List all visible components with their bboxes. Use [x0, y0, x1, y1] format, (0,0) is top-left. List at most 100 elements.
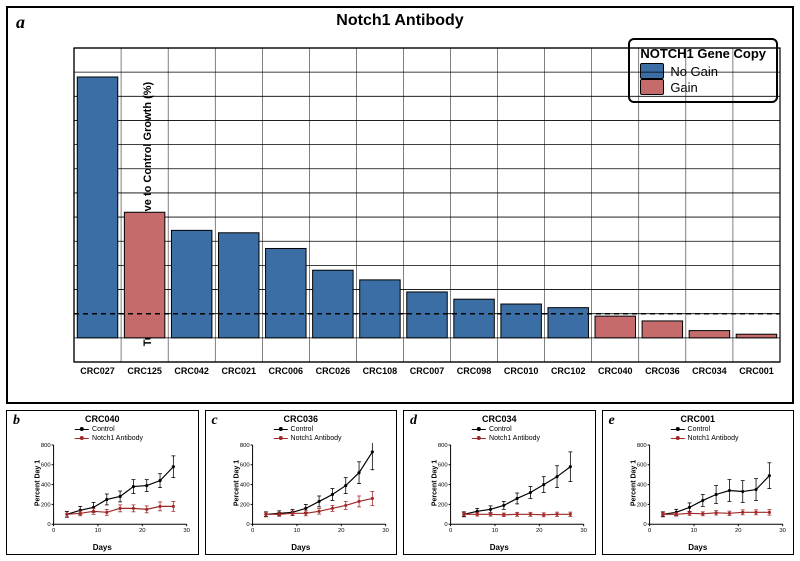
legend-control: Control	[472, 425, 540, 434]
subplot-svg: 0 200 400 600 800 0 10 20 30	[434, 443, 589, 534]
bar-CRC001	[736, 334, 776, 338]
bar-CRC010	[501, 304, 541, 338]
svg-text:20: 20	[536, 528, 543, 534]
svg-text:CRC108: CRC108	[363, 366, 398, 376]
svg-text:400: 400	[239, 483, 250, 489]
bar-CRC102	[548, 308, 588, 338]
svg-text:200: 200	[438, 502, 449, 508]
svg-text:CRC001: CRC001	[739, 366, 774, 376]
bar-CRC108	[360, 280, 400, 338]
subplot-legend: Control Notch1 Antibody	[75, 425, 143, 443]
panel-c: c CRC036 Control Notch1 Antibody Percent…	[205, 410, 398, 555]
subplot-svg: 02004006008000102030	[633, 443, 788, 534]
subplot-xlabel: Days	[93, 543, 112, 552]
bar-CRC042	[171, 230, 211, 337]
svg-text:10: 10	[492, 528, 499, 534]
svg-text:CRC007: CRC007	[410, 366, 445, 376]
legend-control: Control	[75, 425, 143, 434]
svg-text:10: 10	[293, 528, 300, 534]
bar-CRC007	[407, 292, 447, 338]
subplot-legend: Control Notch1 Antibody	[671, 425, 739, 443]
svg-text:20: 20	[139, 528, 146, 534]
figure: a Notch1 Antibody NOTCH1 Gene Copy No Ga…	[0, 0, 800, 561]
subplot-plot-area: 02004006008000102030	[633, 443, 788, 534]
svg-text:CRC042: CRC042	[174, 366, 209, 376]
svg-text:CRC040: CRC040	[598, 366, 633, 376]
bar-CRC040	[595, 316, 635, 338]
legend-treat: Notch1 Antibody	[75, 434, 143, 443]
svg-text:0: 0	[449, 528, 453, 534]
subplot-svg: 02004006008000102030	[236, 443, 391, 534]
legend-control: Control	[671, 425, 739, 434]
bar-CRC026	[313, 270, 353, 338]
subplot-legend: Control Notch1 Antibody	[472, 425, 540, 443]
bar-CRC098	[454, 299, 494, 338]
svg-text:0: 0	[444, 522, 448, 528]
svg-text:600: 600	[438, 463, 449, 469]
svg-text:800: 800	[438, 443, 449, 449]
subplot-title: CRC036	[283, 414, 318, 424]
panel-b-label: b	[13, 413, 20, 429]
bar-CRC006	[266, 248, 306, 337]
svg-text:20: 20	[735, 528, 742, 534]
svg-text:CRC006: CRC006	[269, 366, 304, 376]
svg-text:CRC036: CRC036	[645, 366, 680, 376]
legend-control: Control	[274, 425, 342, 434]
svg-text:30: 30	[183, 528, 190, 534]
subplot-plot-area: 02004006008000102030	[236, 443, 391, 534]
panel-b: b CRC040 Control Notch1 Antibody Percent…	[6, 410, 199, 555]
subplot-legend: Control Notch1 Antibody	[274, 425, 342, 443]
svg-text:0: 0	[246, 522, 250, 528]
svg-text:CRC125: CRC125	[127, 366, 162, 376]
svg-text:600: 600	[636, 463, 647, 469]
subplot-xlabel: Days	[490, 543, 509, 552]
chart-title: Notch1 Antibody	[8, 12, 792, 30]
svg-text:400: 400	[438, 483, 449, 489]
svg-text:10: 10	[95, 528, 102, 534]
subplot-title: CRC034	[482, 414, 517, 424]
svg-text:800: 800	[41, 443, 52, 449]
subplot-svg: 0 200 400 600 800 0 10 20 30	[37, 443, 192, 534]
subplot-plot-area: 0 200 400 600 800 0 10 20 30	[434, 443, 589, 534]
svg-text:CRC098: CRC098	[457, 366, 492, 376]
bar-CRC125	[124, 212, 164, 338]
svg-text:800: 800	[239, 443, 250, 449]
svg-text:0: 0	[643, 522, 647, 528]
svg-text:0: 0	[52, 528, 56, 534]
svg-text:20: 20	[338, 528, 345, 534]
bar-CRC027	[77, 77, 117, 338]
subplot-plot-area: 0 200 400 600 800 0 10 20 30	[37, 443, 192, 534]
panel-d-label: d	[410, 413, 417, 429]
svg-text:30: 30	[779, 528, 786, 534]
svg-text:CRC021: CRC021	[221, 366, 256, 376]
svg-text:200: 200	[239, 502, 250, 508]
panel-d: d CRC034 Control Notch1 Antibody Percent…	[403, 410, 596, 555]
subplot-title: CRC040	[85, 414, 120, 424]
bar-chart-area: Tumor Growth Rate Relative to Control Gr…	[70, 44, 784, 384]
svg-text:200: 200	[636, 502, 647, 508]
svg-text:30: 30	[580, 528, 587, 534]
svg-text:0: 0	[47, 522, 51, 528]
svg-text:CRC102: CRC102	[551, 366, 586, 376]
bar-CRC034	[689, 331, 729, 338]
svg-text:CRC027: CRC027	[80, 366, 115, 376]
panel-c-label: c	[212, 413, 218, 429]
svg-text:600: 600	[41, 463, 52, 469]
svg-text:CRC010: CRC010	[504, 366, 539, 376]
subplot-xlabel: Days	[291, 543, 310, 552]
legend-treat: Notch1 Antibody	[274, 434, 342, 443]
panel-a-label: a	[16, 12, 25, 33]
svg-text:400: 400	[41, 483, 52, 489]
svg-text:CRC026: CRC026	[316, 366, 351, 376]
legend-treat: Notch1 Antibody	[671, 434, 739, 443]
bar-chart-svg: -20020406080100120140160180200220240CRC0…	[70, 44, 784, 384]
bar-CRC021	[218, 233, 258, 338]
svg-text:0: 0	[647, 528, 651, 534]
panel-e: e CRC001 Control Notch1 Antibody Percent…	[602, 410, 795, 555]
legend-treat: Notch1 Antibody	[472, 434, 540, 443]
svg-text:CRC034: CRC034	[692, 366, 727, 376]
svg-text:200: 200	[41, 502, 52, 508]
panel-a: a Notch1 Antibody NOTCH1 Gene Copy No Ga…	[6, 6, 794, 404]
panel-e-label: e	[609, 413, 615, 429]
svg-text:600: 600	[239, 463, 250, 469]
